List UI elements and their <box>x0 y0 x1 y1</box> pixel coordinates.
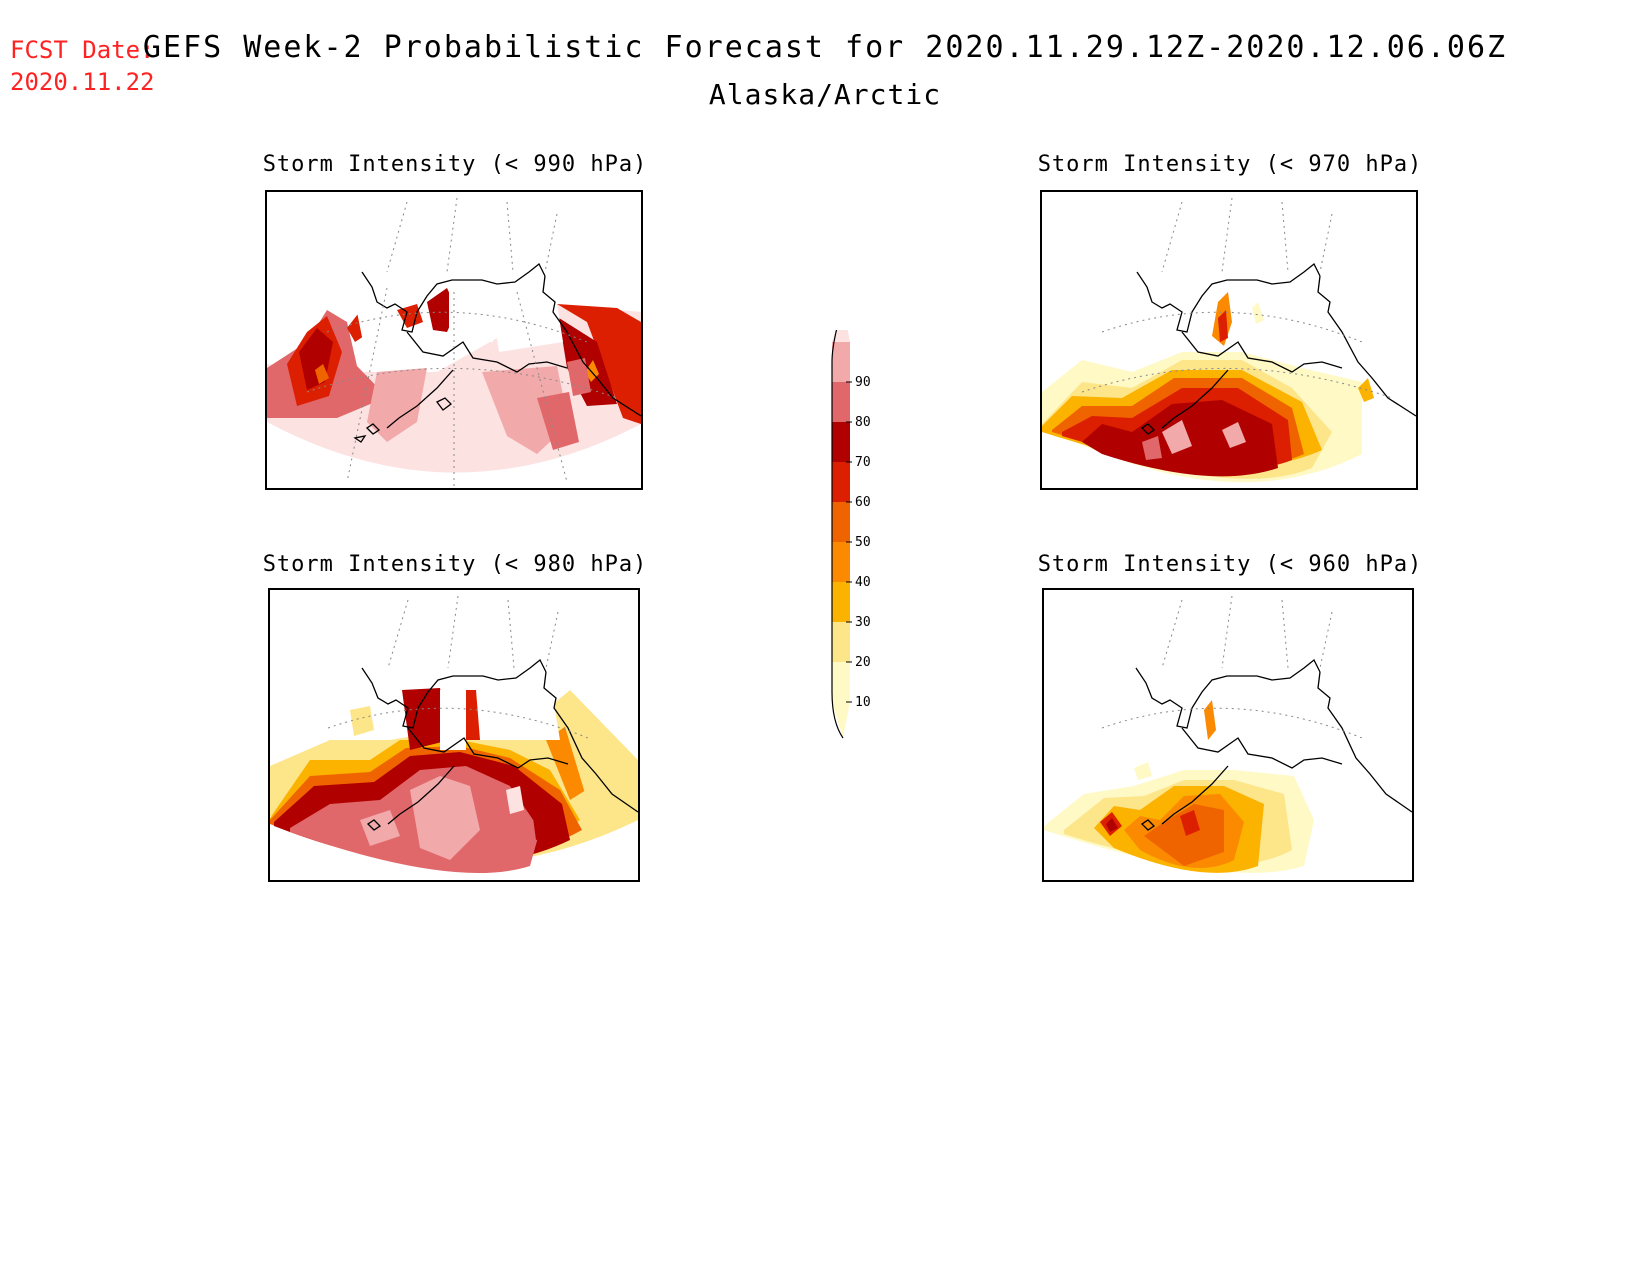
panel-title-970: Storm Intensity (< 970 hPa) <box>1037 152 1423 177</box>
map-970-fill <box>1042 292 1374 483</box>
colorbar-wedge-bottom <box>832 702 850 738</box>
page-title: GEFS Week-2 Probabilistic Forecast for 2… <box>142 30 1508 65</box>
map-panel-990 <box>265 190 643 490</box>
map-990-svg <box>267 197 641 488</box>
map-980-fill <box>270 680 638 874</box>
map-990-fill <box>267 288 641 473</box>
colorbar-segment-60 <box>832 462 850 502</box>
colorbar-segment-40 <box>832 542 850 582</box>
map-panel-970 <box>1040 190 1418 490</box>
colorbar-label-80: 80 <box>855 415 871 430</box>
map-960-graticule <box>1101 595 1363 739</box>
colorbar-segment-20 <box>832 622 850 662</box>
map-960-coastline <box>1135 658 1412 831</box>
colorbar-segment-80 <box>832 382 850 422</box>
colorbar-segment-10 <box>832 662 850 702</box>
region-subtitle: Alaska/Arctic <box>708 78 942 111</box>
map-980-coastline <box>361 658 638 831</box>
map-980-graticule <box>327 595 589 739</box>
map-panel-980 <box>268 588 640 882</box>
colorbar-label-50: 50 <box>855 535 871 550</box>
fcst-date-value: 2020.11.22 <box>10 68 155 96</box>
colorbar-segment-30 <box>832 582 850 622</box>
fcst-date-label: FCST Date: <box>10 36 155 64</box>
colorbar-segment-70 <box>832 422 850 462</box>
map-960-svg <box>1044 595 1412 873</box>
fcst-date-block: FCST Date: 2020.11.22 <box>10 34 155 98</box>
map-970-coastline <box>1136 262 1416 435</box>
map-980-svg <box>270 595 638 874</box>
colorbar-label-70: 70 <box>855 455 871 470</box>
colorbar-segment-90 <box>832 342 850 382</box>
colorbar-label-90: 90 <box>855 375 871 390</box>
colorbar-segment-50 <box>832 502 850 542</box>
panel-title-960: Storm Intensity (< 960 hPa) <box>1037 552 1423 577</box>
map-970-svg <box>1042 197 1416 483</box>
colorbar-svg: 10 20 30 40 50 60 70 80 90 <box>831 305 871 739</box>
colorbar-label-60: 60 <box>855 495 871 510</box>
panel-title-990: Storm Intensity (< 990 hPa) <box>262 152 648 177</box>
colorbar-label-10: 10 <box>855 695 871 710</box>
colorbar-label-20: 20 <box>855 655 871 670</box>
colorbar: 10 20 30 40 50 60 70 80 90 <box>812 305 892 750</box>
map-960-fill <box>1044 700 1314 873</box>
map-panel-960 <box>1042 588 1414 882</box>
colorbar-label-40: 40 <box>855 575 871 590</box>
map-990-graticule <box>306 197 618 488</box>
colorbar-label-30: 30 <box>855 615 871 630</box>
panel-title-980: Storm Intensity (< 980 hPa) <box>262 552 648 577</box>
map-970-graticule <box>1081 197 1393 399</box>
map-990-coastline <box>353 262 641 443</box>
